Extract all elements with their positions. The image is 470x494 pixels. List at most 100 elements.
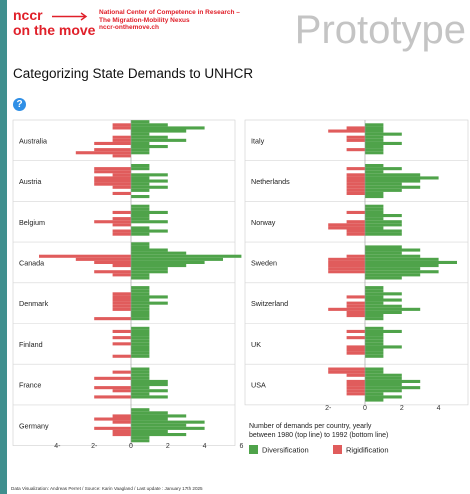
bar-rigidification (328, 367, 365, 371)
bar-rigidification (346, 229, 365, 233)
bar-rigidification (112, 273, 131, 277)
country-label: Canada (19, 258, 44, 267)
bar-rigidification (112, 433, 131, 437)
tick-label: 2 (400, 405, 404, 412)
logo-text-on-the-move[interactable]: on the move (13, 22, 96, 38)
bar-diversification (131, 260, 205, 264)
bar-diversification (365, 245, 402, 249)
bar-rigidification (94, 417, 131, 421)
bar-diversification (365, 317, 384, 321)
bar-rigidification (346, 191, 365, 195)
bar-rigidification (112, 191, 131, 195)
bar-diversification (131, 295, 168, 299)
country-label: Austria (19, 177, 41, 186)
bar-rigidification (346, 336, 365, 340)
tick-label: 4 (203, 443, 207, 450)
bar-diversification (131, 386, 150, 390)
logo-text-nccr[interactable]: nccr (13, 7, 43, 23)
bar-diversification (365, 270, 439, 274)
bar-diversification (365, 392, 384, 396)
bar-rigidification (112, 301, 131, 305)
bar-rigidification (328, 226, 365, 230)
bar-diversification (131, 270, 168, 274)
bar-diversification (365, 354, 384, 358)
country-label: Switzerland (251, 299, 288, 308)
bar-rigidification (346, 295, 365, 299)
bar-rigidification (112, 135, 131, 139)
country-label: UK (251, 340, 261, 349)
chart-area: Australia Austria Belgium Canada Denmark Finl… (12, 119, 469, 455)
bar-diversification (131, 436, 150, 440)
bar-rigidification (328, 307, 365, 311)
bar-diversification (365, 223, 402, 227)
bar-diversification (131, 333, 150, 337)
bar-rigidification (94, 179, 131, 183)
bar-rigidification (346, 167, 365, 171)
bar-rigidification (112, 336, 131, 340)
bar-diversification (131, 220, 168, 224)
bar-diversification (131, 301, 168, 305)
bar-diversification (365, 376, 402, 380)
bar-diversification (365, 345, 402, 349)
chart-note-line1: Number of demands per country, yearly (249, 423, 372, 430)
bar-diversification (365, 292, 402, 296)
bar-diversification (131, 317, 150, 321)
bar-rigidification (328, 223, 365, 227)
bar-diversification (131, 379, 168, 383)
bar-rigidification (346, 135, 365, 139)
country-label: Australia (19, 136, 47, 145)
bar-rigidification (94, 170, 131, 174)
country-label: France (19, 381, 41, 390)
bar-rigidification (94, 182, 131, 186)
bar-diversification (365, 329, 402, 333)
bar-rigidification (328, 264, 365, 268)
bar-diversification (131, 326, 150, 330)
bar-diversification (131, 367, 150, 371)
bar-diversification (131, 354, 150, 358)
bar-diversification (131, 329, 150, 333)
bar-rigidification (346, 138, 365, 142)
bar-diversification (365, 251, 402, 255)
bar-rigidification (346, 304, 365, 308)
bar-diversification (131, 439, 150, 443)
bar-diversification (365, 386, 421, 390)
bar-rigidification (94, 148, 131, 152)
bar-diversification (365, 326, 384, 330)
bar-rigidification (346, 314, 365, 318)
bar-rigidification (346, 176, 365, 180)
tick-label: 4- (54, 443, 61, 450)
bar-rigidification (112, 223, 131, 227)
bar-rigidification (346, 386, 365, 390)
bar-diversification (131, 351, 150, 355)
bar-rigidification (112, 370, 131, 374)
bar-rigidification (112, 329, 131, 333)
bar-rigidification (112, 307, 131, 311)
bar-diversification (131, 226, 150, 230)
bar-rigidification (346, 351, 365, 355)
bar-diversification (365, 307, 421, 311)
bar-rigidification (346, 345, 365, 349)
bar-rigidification (346, 301, 365, 305)
bar-diversification (131, 176, 150, 180)
panel-frame (244, 119, 469, 406)
bar-diversification (365, 191, 384, 195)
bar-diversification (131, 408, 150, 412)
bar-diversification (365, 123, 384, 127)
country-label: Norway (251, 218, 276, 227)
bar-rigidification (94, 167, 131, 171)
bar-rigidification (346, 210, 365, 214)
help-icon[interactable]: ? (13, 98, 26, 111)
bar-diversification (365, 395, 402, 399)
bar-diversification (365, 229, 402, 233)
bar-rigidification (94, 260, 131, 264)
bar-diversification (365, 220, 402, 224)
bar-diversification (365, 145, 384, 149)
bar-rigidification (346, 188, 365, 192)
bar-diversification (365, 314, 384, 318)
bar-diversification (365, 398, 384, 402)
bar-diversification (365, 336, 384, 340)
bar-rigidification (346, 182, 365, 186)
bar-rigidification (94, 426, 131, 430)
bar-diversification (365, 304, 402, 308)
institution-url[interactable]: nccr-onthemove.ch (99, 24, 159, 31)
